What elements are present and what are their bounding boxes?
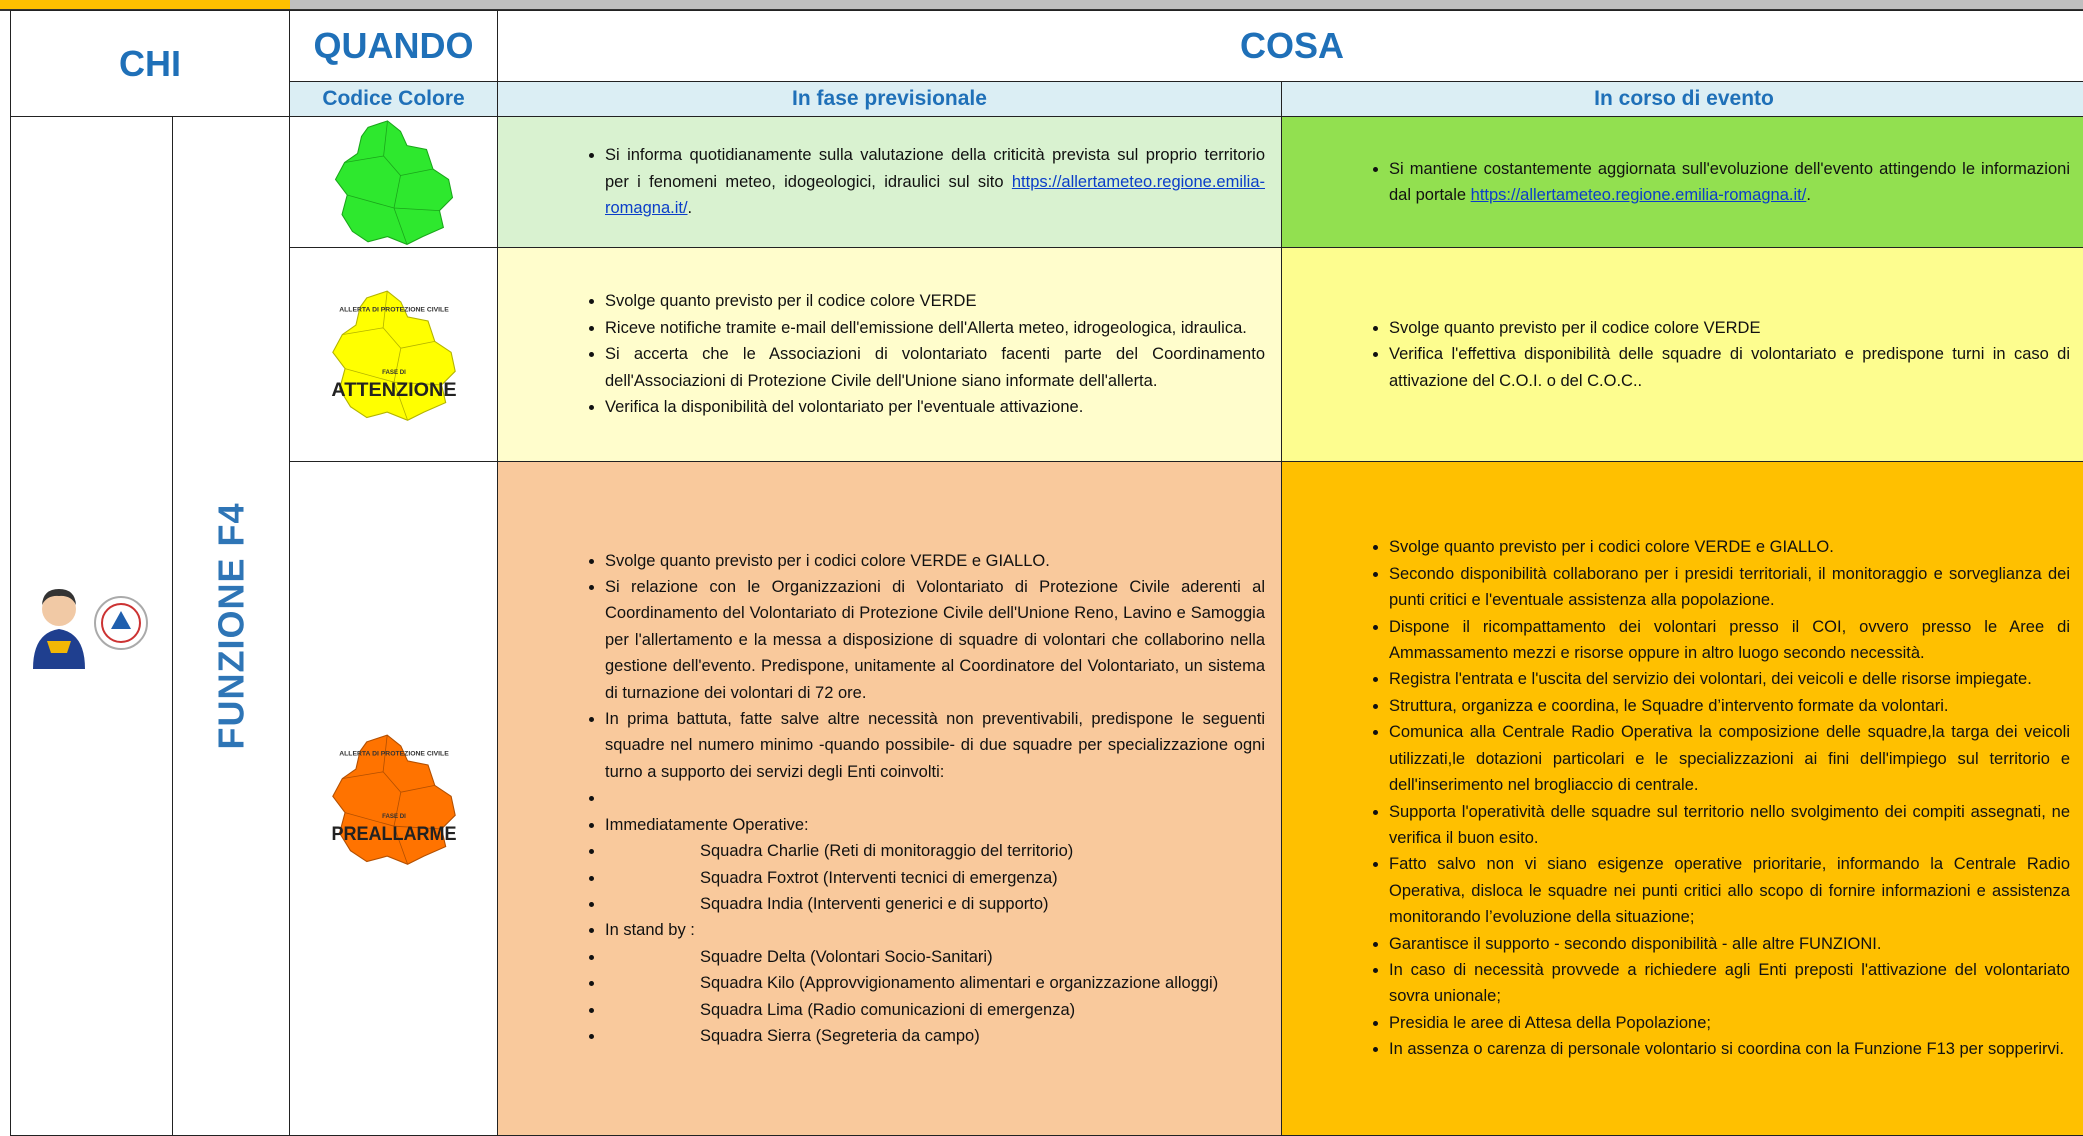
bullet-item: Squadra Foxtrot (Interventi tecnici di e… xyxy=(605,865,1265,891)
map-shape xyxy=(331,733,456,865)
map-phase: PREALLARME xyxy=(331,823,456,844)
map-cell xyxy=(289,116,498,248)
activity-cell: Si informa quotidianamente sulla valutaz… xyxy=(497,116,1282,248)
map-caption: FASE DI xyxy=(382,813,406,820)
map-caption: ALLERTA DI PROTEZIONE CIVILE xyxy=(339,750,449,757)
bullet-item: Si mantiene costantemente aggiornata sul… xyxy=(1389,156,2070,209)
activity-cell: Si mantiene costantemente aggiornata sul… xyxy=(1281,116,2083,248)
bullet-item: Squadra Kilo (Approvvigionamento aliment… xyxy=(605,970,1265,996)
item-text: Si informa quotidianamente sulla valutaz… xyxy=(605,146,1265,191)
bullet-item: Squadra Charlie (Reti di monitoraggio de… xyxy=(605,838,1265,864)
map-cell: ALLERTA DI PROTEZIONE CIVILE FASE DI ATTEN… xyxy=(289,247,498,462)
item-text: Si mantiene costantemente aggiornata sul… xyxy=(1389,159,2070,204)
bullet-list: Svolge quanto previsto per i codici colo… xyxy=(1282,534,2083,1062)
map-caption: ALLERTA DI PROTEZIONE CIVILE xyxy=(339,306,449,313)
header-text: QUANDO xyxy=(313,25,474,66)
chi-cell xyxy=(10,116,173,1136)
bullet-item: Immediatamente Operative: xyxy=(605,812,1265,838)
bullet-item: Squadra India (Interventi generici e di … xyxy=(605,891,1265,917)
header-text: CHI xyxy=(119,42,181,84)
bullet-list: Svolge quanto previsto per il codice col… xyxy=(1282,315,2083,394)
bullet-item: Squadra Lima (Radio comunicazioni di eme… xyxy=(605,997,1265,1023)
bullet-item: Registra l'entrata e l'uscita del serviz… xyxy=(1389,666,2070,692)
map-districts xyxy=(341,290,442,420)
person-icon xyxy=(32,589,148,669)
bullet-item: Supporta l'operatività delle squadre sul… xyxy=(1389,799,2070,852)
item-link[interactable]: https://allertameteo.regione.emilia-roma… xyxy=(605,172,1265,218)
item-text: . xyxy=(687,199,693,218)
map-shape xyxy=(331,289,456,421)
header-text: In corso di evento xyxy=(1594,87,1774,110)
bullet-item: Svolge quanto previsto per il codice col… xyxy=(1389,315,2070,341)
bullet-item: Si relazione con le Organizzazioni di Vo… xyxy=(605,574,1265,706)
bullet-item: In stand by : xyxy=(605,917,1265,943)
subheader: In fase previsionale xyxy=(497,81,1282,117)
alert-map: ALLERTA DI PROTEZIONE CIVILE FASE DI ATTEN… xyxy=(331,289,456,421)
bullet-item: Struttura, organizza e coordina, le Squa… xyxy=(1389,693,2070,719)
bullet-item: Squadre Delta (Volontari Socio-Sanitari) xyxy=(605,944,1265,970)
bullet-list: Svolge quanto previsto per i codici colo… xyxy=(498,548,1281,1050)
map-cell: ALLERTA DI PROTEZIONE CIVILE FASE DI PREAL… xyxy=(289,461,498,1136)
bullet-item: Secondo disponibilità collaborano per i … xyxy=(1389,561,2070,614)
funzione-label: FUNZIONE F4 xyxy=(210,502,252,750)
cosa-header: COSA xyxy=(497,10,2083,82)
item-link[interactable]: https://allertameteo.regione.emilia-roma… xyxy=(1470,186,1807,204)
bullet-item: Verifica la disponibilità del volontaria… xyxy=(605,394,1265,420)
bullet-item: Comunica alla Centrale Radio Operativa l… xyxy=(1389,719,2070,798)
bullet-list: Si mantiene costantemente aggiornata sul… xyxy=(1282,156,2083,209)
bullet-item: Svolge quanto previsto per il codice col… xyxy=(605,288,1265,314)
map-phase: ATTENZIONE xyxy=(331,379,456,400)
item-text: . xyxy=(1806,186,1811,204)
bullet-item: Svolge quanto previsto per i codici colo… xyxy=(1389,534,2070,560)
bullet-list: Si informa quotidianamente sulla valutaz… xyxy=(498,142,1281,221)
activity-cell: Svolge quanto previsto per i codici colo… xyxy=(1281,461,2083,1136)
activity-cell: Svolge quanto previsto per i codici colo… xyxy=(497,461,1282,1136)
bullet-item: Fatto salvo non vi siano esigenze operat… xyxy=(1389,851,2070,930)
bullet-item: Garantisce il supporto - secondo disponi… xyxy=(1389,931,2070,957)
map-districts xyxy=(341,734,442,864)
bullet-item: Svolge quanto previsto per i codici colo… xyxy=(605,548,1265,574)
bullet-item: Presidia le aree di Attesa della Popolaz… xyxy=(1389,1010,2070,1036)
map-shape xyxy=(334,120,453,245)
subheader: Codice Colore xyxy=(289,81,498,117)
bullet-item: Verifica l'effettiva disponibilità delle… xyxy=(1389,341,2070,394)
quando-header: QUANDO xyxy=(289,10,498,82)
header-text: COSA xyxy=(1239,25,1344,66)
chi-header: CHI xyxy=(10,10,290,117)
bullet-item: Dispone il ricompattamento dei volontari… xyxy=(1389,614,2070,667)
map-caption: FASE DI xyxy=(382,369,406,376)
alert-map xyxy=(334,120,453,245)
bullet-list: Svolge quanto previsto per il codice col… xyxy=(498,288,1281,420)
bullet-item: Riceve notifiche tramite e-mail dell'emi… xyxy=(605,315,1265,341)
bullet-item: In caso di necessità provvede a richiede… xyxy=(1389,957,2070,1010)
bullet-item xyxy=(605,785,1265,811)
bullet-item: Squadra Sierra (Segreteria da campo) xyxy=(605,1023,1265,1049)
activity-cell: Svolge quanto previsto per il codice col… xyxy=(497,247,1282,462)
map-districts xyxy=(344,120,440,245)
funzione-cell: FUNZIONE F4 xyxy=(172,116,290,1136)
top-strip-orange xyxy=(0,0,290,9)
subheader: In corso di evento xyxy=(1281,81,2083,117)
bullet-item: Si accerta che le Associazioni di volont… xyxy=(605,341,1265,394)
alert-map: ALLERTA DI PROTEZIONE CIVILE FASE DI PREAL… xyxy=(331,733,456,865)
bullet-item: Si informa quotidianamente sulla valutaz… xyxy=(605,142,1265,221)
activity-cell: Svolge quanto previsto per il codice col… xyxy=(1281,247,2083,462)
header-text: Codice Colore xyxy=(322,87,465,110)
header-text: In fase previsionale xyxy=(792,87,987,110)
bullet-item: In assenza o carenza di personale volont… xyxy=(1389,1036,2070,1062)
bullet-item: In prima battuta, fatte salve altre nece… xyxy=(605,706,1265,785)
